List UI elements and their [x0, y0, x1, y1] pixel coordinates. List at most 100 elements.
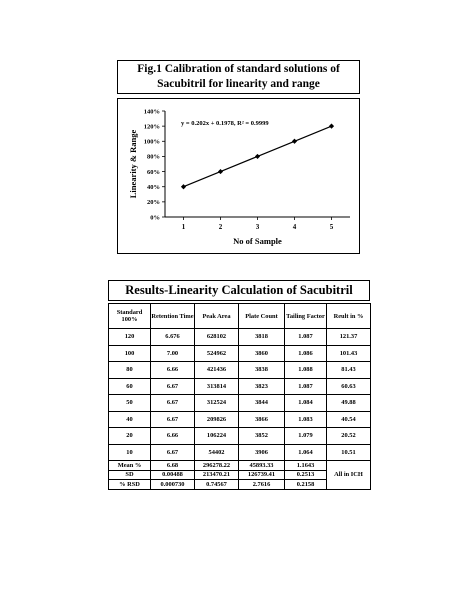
- table-cell: 312524: [194, 394, 239, 412]
- stats-cell: 0.2158: [284, 479, 327, 490]
- table-cell: 54402: [194, 443, 239, 461]
- stats-cell: 0.2513: [284, 469, 327, 481]
- table-cell: 3823: [238, 377, 285, 395]
- x-tick-label: 1: [182, 223, 186, 231]
- table-cell: 40: [108, 410, 151, 428]
- y-tick-label: 100%: [144, 139, 160, 146]
- table-cell: 120: [108, 328, 151, 346]
- y-tick-label: 20%: [147, 199, 160, 206]
- data-point: [291, 138, 298, 144]
- x-axis-label: No of Sample: [233, 236, 282, 246]
- table-row: 100 7.00 524962 3860 1.086 101.43: [108, 344, 371, 362]
- y-tick-label: 60%: [147, 169, 160, 176]
- header-result: Reult in %: [326, 303, 371, 329]
- table-cell: 421436: [194, 361, 239, 379]
- table-cell: 40.54: [326, 410, 371, 428]
- table-cell: 3906: [238, 443, 285, 461]
- x-tick-label: 5: [330, 223, 334, 231]
- table-row: 40 6.67 209826 3866 1.083 40.54: [108, 410, 371, 428]
- x-tick-label: 4: [293, 223, 297, 231]
- header-peak-area: Peak Area: [194, 303, 239, 329]
- y-tick-label: 140%: [144, 108, 160, 115]
- table-cell: 6.67: [150, 410, 195, 428]
- y-tick-label: 0%: [150, 214, 160, 221]
- stats-cell: Mean %: [108, 460, 151, 471]
- table-cell: 6.67: [150, 443, 195, 461]
- y-axis-label: Linearity & Range: [128, 130, 138, 199]
- x-tick-label: 3: [256, 223, 260, 231]
- table-cell: 121.37: [326, 328, 371, 346]
- header-plate-count: Plate Count: [238, 303, 285, 329]
- table-cell: 1.064: [284, 443, 327, 461]
- stats-cell: 296278.22: [194, 460, 239, 471]
- stats-cell: SD: [108, 469, 151, 481]
- table-cell: 628102: [194, 328, 239, 346]
- figure-title: Fig.1 Calibration of standard solutions …: [117, 60, 360, 94]
- table-cell: 209826: [194, 410, 239, 428]
- table-cell: 1.087: [284, 377, 327, 395]
- stats-cell: 0.00488: [150, 469, 195, 481]
- stats-note-cell: All in ICH: [326, 460, 371, 490]
- figure-title-line-1: Fig.1 Calibration of standard solutions …: [137, 63, 340, 75]
- table-cell: 106224: [194, 427, 239, 445]
- stats-cell: 6.68: [150, 460, 195, 471]
- data-point: [328, 123, 335, 129]
- data-point: [180, 184, 187, 190]
- table-row: 20 6.66 106224 3852 1.079 20.52: [108, 427, 371, 445]
- y-tick-label: 120%: [144, 123, 160, 130]
- table-row: 10 6.67 54402 3906 1.064 10.51: [108, 443, 371, 461]
- header-retention-time: Retention Time: [150, 303, 195, 329]
- table-row: 80 6.66 421436 3838 1.088 81.43: [108, 361, 371, 379]
- stats-cell: 2.7616: [238, 479, 285, 490]
- table-cell: 1.079: [284, 427, 327, 445]
- results-table: Standard 100% Retention Time Peak Area P…: [108, 303, 371, 490]
- table-cell: 3866: [238, 410, 285, 428]
- header-tailing-factor: Tailing Factor: [284, 303, 327, 329]
- table-cell: 1.088: [284, 361, 327, 379]
- table-cell: 313814: [194, 377, 239, 395]
- table-header-row: Standard 100% Retention Time Peak Area P…: [108, 303, 371, 329]
- table-cell: 3818: [238, 328, 285, 346]
- table-cell: 1.083: [284, 410, 327, 428]
- calibration-chart: 0% 20% 40% 60% 80% 100% 120% 140% 1 2 3 4 5 y = 0.202…: [128, 108, 350, 246]
- table-cell: 6.676: [150, 328, 195, 346]
- table-cell: 49.88: [326, 394, 371, 412]
- table-cell: 1.086: [284, 344, 327, 362]
- table-title: Results-Linearity Calculation of Sacubit…: [108, 280, 370, 301]
- table-cell: 81.43: [326, 361, 371, 379]
- header-standard: Standard 100%: [108, 303, 151, 329]
- table-cell: 7.00: [150, 344, 195, 362]
- data-point: [217, 168, 224, 175]
- stats-cell: 0.74567: [194, 479, 239, 490]
- table-cell: 20: [108, 427, 151, 445]
- stats-row: % RSD 0.000730 0.74567 2.7616 0.2158: [108, 479, 371, 490]
- stats-cell: 126739.41: [238, 469, 285, 481]
- stats-row: Mean % 6.68 296278.22 45893.33 1.1643 All in …: [108, 460, 371, 490]
- table-cell: 6.67: [150, 394, 195, 412]
- chart-frame: 0% 20% 40% 60% 80% 100% 120% 140% 1 2 3 4 5 y = 0.202…: [117, 98, 360, 254]
- table-cell: 10: [108, 443, 151, 461]
- table-cell: 1.087: [284, 328, 327, 346]
- regression-equation: y = 0.202x + 0.1978, R² = 0.9999: [181, 120, 269, 127]
- table-cell: 60: [108, 377, 151, 395]
- table-row: 50 6.67 312524 3844 1.084 49.88: [108, 394, 371, 412]
- table-cell: 6.66: [150, 361, 195, 379]
- table-cell: 524962: [194, 344, 239, 362]
- table-cell: 3838: [238, 361, 285, 379]
- table-cell: 50: [108, 394, 151, 412]
- figure-title-line-2: Sacubitril for linearity and range: [157, 78, 320, 90]
- stats-cell: % RSD: [108, 479, 151, 490]
- y-tick-label: 40%: [147, 184, 160, 191]
- data-point: [254, 153, 261, 160]
- y-tick-label: 80%: [147, 154, 160, 161]
- x-tick-label: 2: [219, 223, 223, 231]
- table-cell: 101.43: [326, 344, 371, 362]
- table-cell: 6.66: [150, 427, 195, 445]
- stats-cell: 45893.33: [238, 460, 285, 471]
- table-cell: 6.67: [150, 377, 195, 395]
- stats-cell: 213470.21: [194, 469, 239, 481]
- stats-cell: 1.1643: [284, 460, 327, 471]
- table-row: 60 6.67 313814 3823 1.087 60.63: [108, 377, 371, 395]
- stats-cell: 0.000730: [150, 479, 195, 490]
- table-cell: 3844: [238, 394, 285, 412]
